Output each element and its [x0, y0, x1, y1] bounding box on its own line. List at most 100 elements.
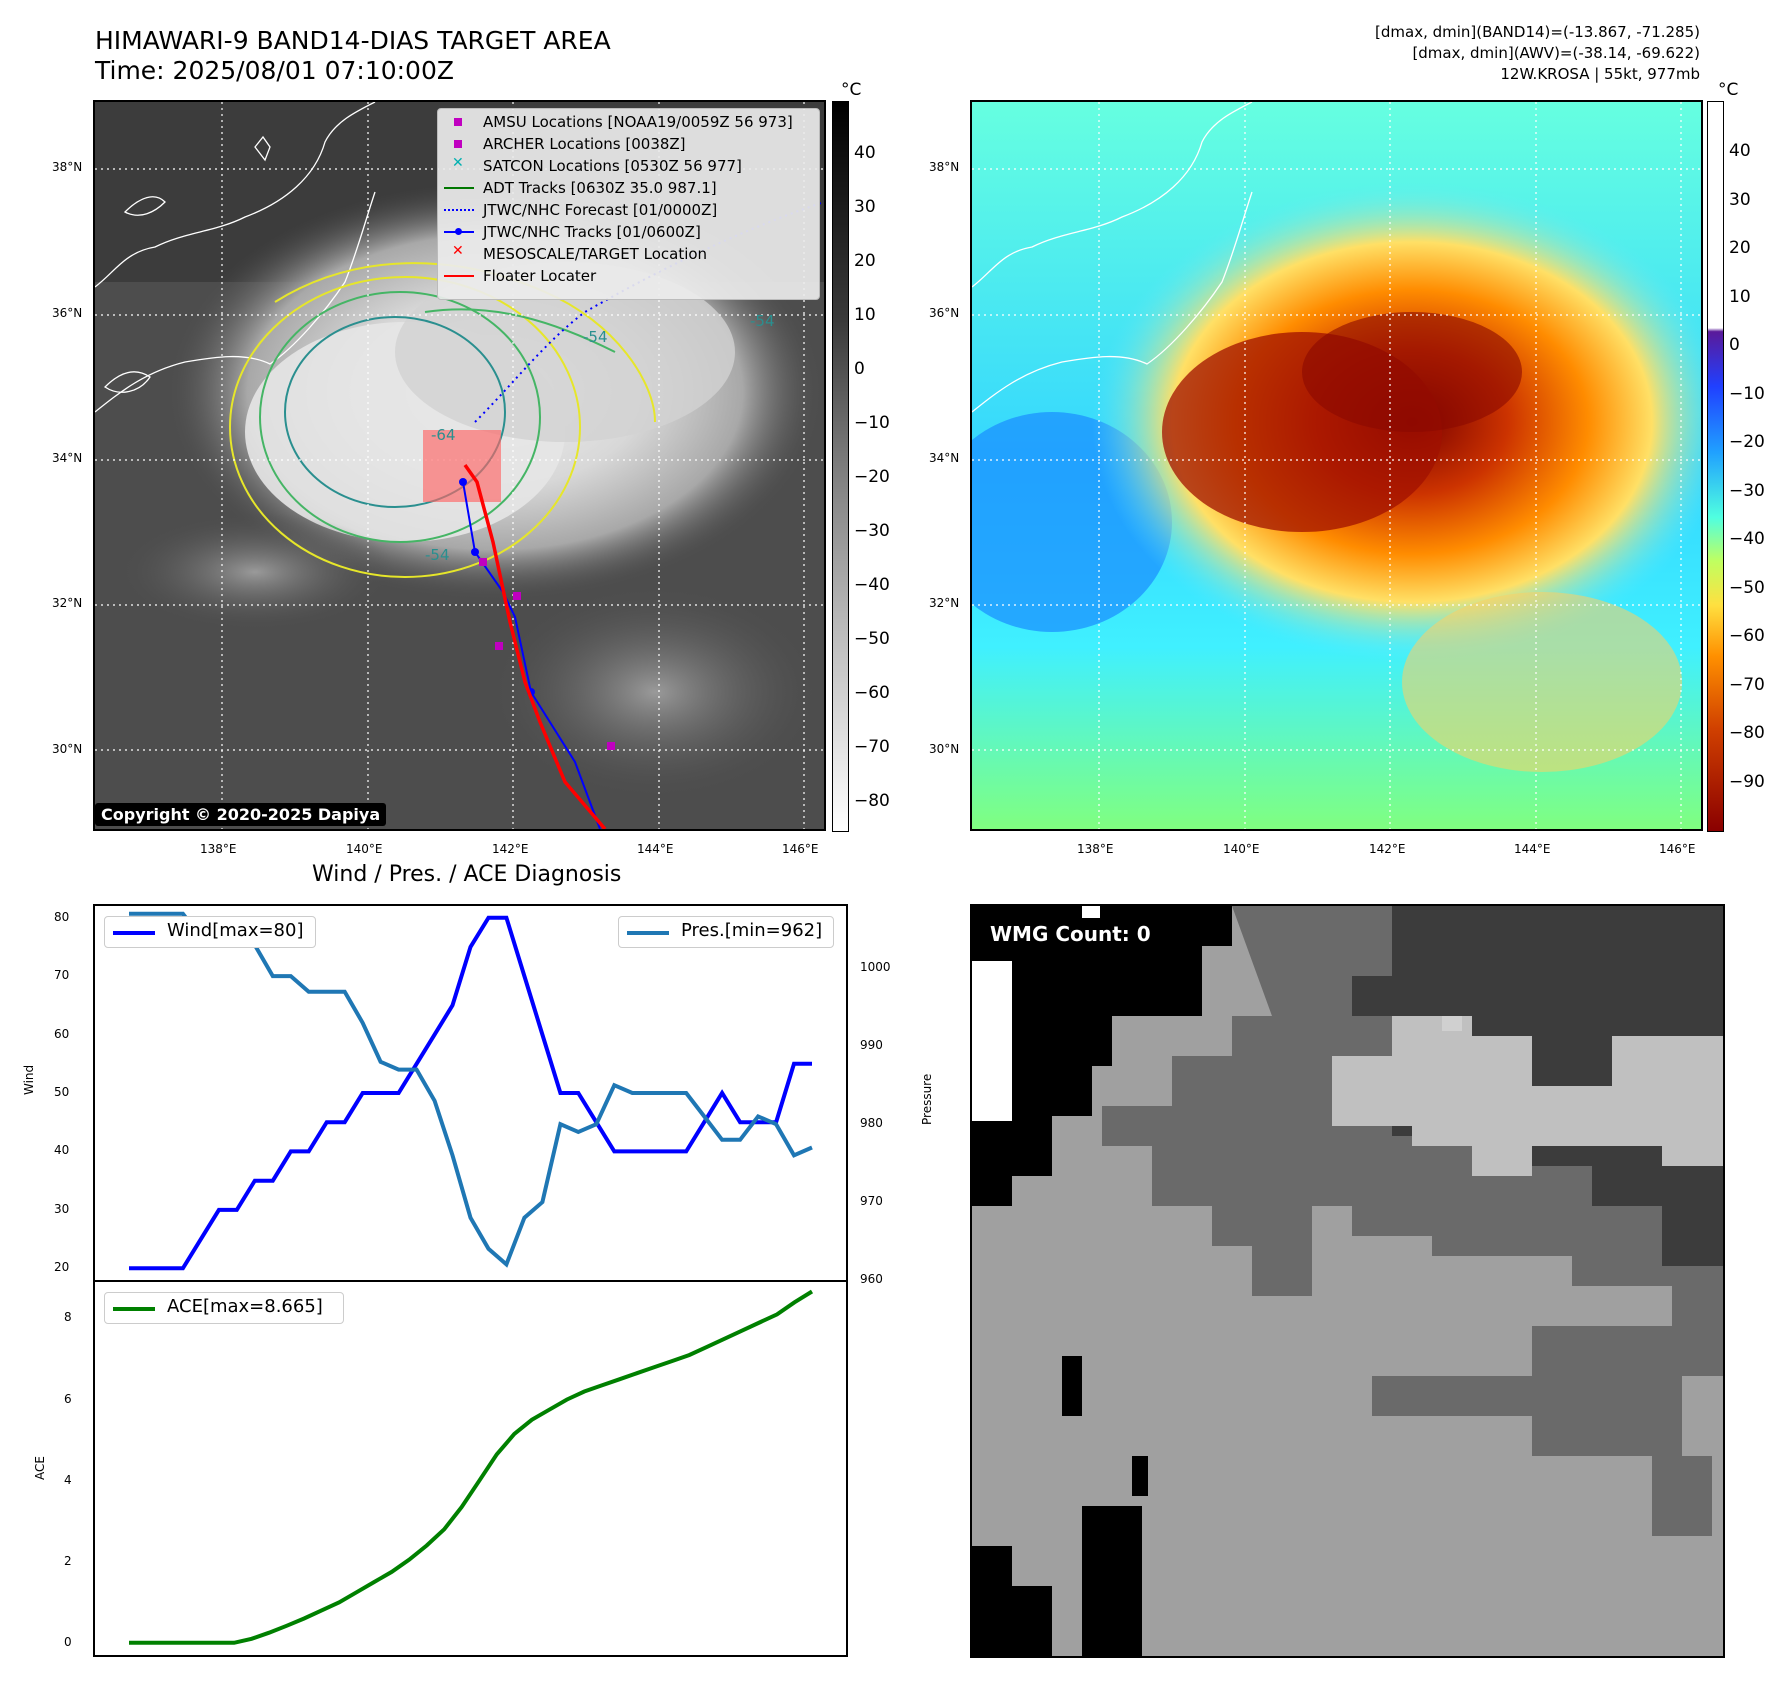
contour-label: -64: [431, 426, 456, 444]
awv-map-image: [972, 102, 1701, 829]
colorbar-tick-label: −70: [1729, 674, 1765, 695]
colorbar-tick-label: 20: [854, 251, 876, 271]
wind-tick-label: 70: [54, 968, 70, 983]
diagnosis-title: Wind / Pres. / ACE Diagnosis: [312, 862, 622, 887]
dot-marker-icon: [455, 228, 462, 235]
square-marker-icon: [454, 118, 462, 126]
wind-pres-plot: [129, 911, 813, 1271]
legend-label: AMSU Locations [NOAA19/0059Z 56 973]: [483, 113, 793, 131]
lat-label: 34°N: [52, 451, 83, 465]
colorbar-tick-label: 30: [854, 197, 876, 217]
wind-tick-label: 50: [54, 1085, 70, 1099]
series-line-icon: [627, 931, 669, 935]
colorbar-tick-label: −50: [1729, 577, 1765, 598]
colorbar-tick-label: −50: [854, 629, 890, 649]
lon-label: 146°E: [782, 842, 819, 856]
colorbar-tick-label: −20: [854, 467, 890, 487]
lat-label: 38°N: [52, 160, 83, 174]
colorbar-tick-label: 10: [854, 305, 876, 325]
colorbar-tick-label: −10: [1729, 383, 1765, 404]
wind-legend: Wind[max=80]: [104, 916, 316, 948]
lon-label: 144°E: [1514, 842, 1551, 856]
colorbar-tick-label: 0: [854, 359, 865, 379]
legend-label: ADT Tracks [0630Z 35.0 987.1]: [483, 179, 717, 197]
legend-label: ACE[max=8.665]: [167, 1296, 323, 1317]
pressure-tick-label: 980: [860, 1116, 883, 1131]
lon-label: 142°E: [1369, 842, 1406, 856]
contour-label: -54: [583, 328, 608, 346]
line-marker-icon: [444, 187, 474, 189]
colorbar-tick-label: −90: [1729, 772, 1765, 792]
legend-label: Floater Locater: [483, 267, 597, 285]
lat-label: 36°N: [52, 306, 83, 320]
colorbar-tick-label: −30: [854, 521, 890, 541]
contour-label: -54: [750, 312, 775, 330]
lat-label: 32°N: [929, 596, 960, 610]
legend-label: Pres.[min=962]: [681, 920, 823, 941]
legend-label: JTWC/NHC Forecast [01/0000Z]: [483, 201, 718, 219]
wind-axis-label: Wind: [22, 1064, 36, 1095]
contour-label: -54: [425, 546, 450, 564]
ace-axis-label: ACE: [33, 1456, 47, 1480]
colorbar-tick-label: 10: [1729, 286, 1751, 307]
awv-colorbar: [1707, 101, 1724, 832]
colorbar-tick-label: 0: [1729, 335, 1740, 356]
lat-label: 38°N: [929, 160, 960, 174]
ir-colorbar: [832, 101, 849, 832]
colorbar-tick-label: 40: [1729, 141, 1751, 161]
wmg-count-label: WMG Count: 0: [990, 922, 1151, 946]
storm-info: 12W.KROSA | 55kt, 977mb: [1500, 65, 1700, 83]
pressure-axis-label: Pressure: [920, 1073, 934, 1125]
band14-range-info: [dmax, dmin](BAND14)=(-13.867, -71.285): [1375, 23, 1700, 41]
ace-chart: [93, 1280, 848, 1657]
wind-tick-label: 20: [54, 1260, 70, 1275]
colorbar-tick-label: −60: [854, 683, 890, 703]
square-marker-icon: [454, 140, 462, 148]
lon-label: 138°E: [1077, 842, 1114, 856]
pressure-tick-label: 990: [860, 1038, 883, 1053]
ace-plot: [129, 1289, 814, 1645]
plot-title: HIMAWARI-9 BAND14-DIAS TARGET AREA: [95, 26, 611, 55]
ace-tick-label: 0: [64, 1634, 72, 1649]
lon-label: 140°E: [1223, 842, 1260, 856]
colorbar-unit: °C: [1718, 80, 1739, 100]
copyright-badge: Copyright © 2020-2025 Dapiya: [95, 803, 387, 826]
legend-label: SATCON Locations [0530Z 56 977]: [483, 157, 742, 175]
map-legend: AMSU Locations [NOAA19/0059Z 56 973] ARC…: [437, 108, 820, 300]
colorbar-tick-label: −80: [854, 791, 890, 811]
pressure-tick-label: 1000: [860, 960, 891, 975]
lat-label: 36°N: [929, 306, 960, 320]
wind-tick-label: 60: [54, 1026, 70, 1041]
lon-label: 142°E: [492, 842, 529, 856]
lon-label: 138°E: [200, 842, 237, 856]
wind-tick-label: 30: [54, 1201, 70, 1216]
series-line-icon: [113, 1307, 155, 1311]
colorbar-tick-label: −80: [1729, 723, 1765, 744]
legend-label: JTWC/NHC Tracks [01/0600Z]: [483, 223, 701, 241]
awv-map-panel: [970, 100, 1703, 831]
pressure-tick-label: 970: [860, 1194, 883, 1209]
ace-tick-label: 4: [64, 1472, 72, 1487]
lat-label: 30°N: [929, 742, 960, 756]
x-marker-icon: ✕: [452, 155, 464, 171]
colorbar-tick-label: −70: [854, 737, 890, 757]
wmg-panel: WMG Count: 0: [970, 904, 1725, 1658]
ir-map-panel: -64 -54 -54 -54 AMSU Locations [NOAA19/0…: [93, 100, 826, 831]
lat-label: 34°N: [929, 451, 960, 465]
ace-series-line: [129, 1289, 814, 1645]
line-marker-icon: [444, 275, 474, 277]
colorbar-tick-label: −40: [854, 575, 890, 595]
pres-legend: Pres.[min=962]: [618, 916, 834, 948]
colorbar-tick-label: 40: [854, 143, 876, 163]
wind-pres-chart: [93, 904, 848, 1282]
lon-label: 144°E: [637, 842, 674, 856]
colorbar-tick-label: −30: [1729, 480, 1765, 501]
colorbar-tick-label: −40: [1729, 529, 1765, 550]
ace-tick-label: 8: [64, 1310, 72, 1325]
plot-time: Time: 2025/08/01 07:10:00Z: [95, 56, 454, 85]
pressure-tick-label: 960: [860, 1272, 883, 1286]
legend-label: Wind[max=80]: [167, 920, 304, 941]
awv-range-info: [dmax, dmin](AWV)=(-38.14, -69.622): [1412, 44, 1700, 62]
colorbar-tick-label: −60: [1729, 626, 1765, 647]
colorbar-tick-label: 30: [1729, 189, 1751, 210]
